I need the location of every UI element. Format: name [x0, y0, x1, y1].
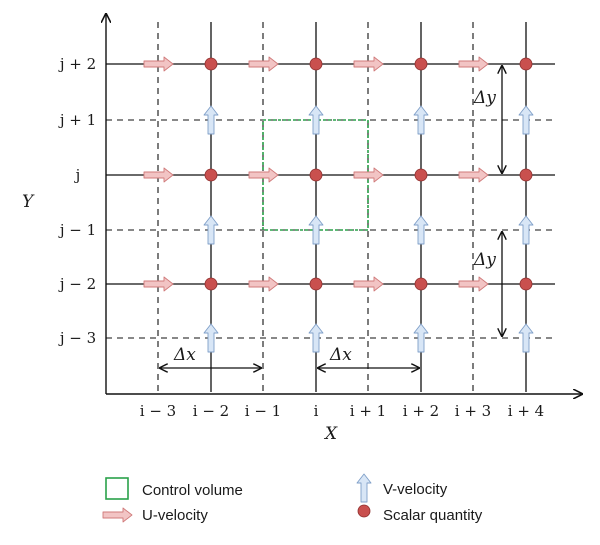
u-velocity-arrow-2-3: [458, 276, 489, 292]
u-velocity-arrow-0-1: [248, 56, 279, 72]
legend-scalar-icon: [357, 504, 371, 518]
y-axis-label: Y: [22, 192, 35, 212]
scalar-point-1-2: [414, 168, 428, 182]
dashed-horizontal-lines: [106, 119, 555, 339]
legend-v-arrow: [356, 473, 372, 503]
v-velocity-arrow-0-0: [203, 105, 219, 135]
dy-upper-label: Δy: [473, 88, 496, 108]
v-velocity-arrow-2-0: [203, 323, 219, 353]
dx-left-label: Δx: [173, 345, 196, 365]
scalar-point-2-0: [204, 277, 218, 291]
y-tick-label: j: [74, 166, 81, 184]
u-velocity-arrow-1-2: [353, 167, 384, 183]
y-tick-label: j − 2: [58, 275, 96, 293]
legend: Control volume U-velocity V-velocity Sca…: [102, 473, 483, 524]
v-velocity-arrow-1-2: [413, 215, 429, 245]
v-velocity-arrow-0-3: [518, 105, 534, 135]
u-velocity-arrow-1-1: [248, 167, 279, 183]
v-velocity-arrow-2-1: [308, 323, 324, 353]
x-tick-labels: i − 3 i − 2 i − 1 i i + 1 i + 2 i + 3 i + 4: [140, 402, 544, 420]
y-tick-label: j − 3: [58, 329, 96, 347]
x-axis-label: X: [323, 424, 338, 444]
x-tick-label: i + 4: [508, 402, 544, 420]
scalar-point-0-0: [204, 57, 218, 71]
u-velocity-arrow-1-0: [143, 167, 174, 183]
scalar-point-1-3: [519, 168, 533, 182]
v-velocity-arrow-1-3: [518, 215, 534, 245]
scalar-point-2-2: [414, 277, 428, 291]
x-tick-label: i + 1: [350, 402, 386, 420]
scalar-point-1-0: [204, 168, 218, 182]
v-velocity-arrows: [203, 105, 534, 353]
u-velocity-arrow-2-0: [143, 276, 174, 292]
x-tick-label: i: [314, 402, 319, 420]
scalar-points: [204, 57, 533, 291]
scalar-point-2-3: [519, 277, 533, 291]
dy-lower-label: Δy: [473, 250, 496, 270]
u-velocity-arrow-0-2: [353, 56, 384, 72]
legend-v-velocity-label: V-velocity: [383, 481, 448, 498]
legend-u-velocity-icon: [102, 507, 133, 523]
v-velocity-arrow-2-3: [518, 323, 534, 353]
scalar-point-0-2: [414, 57, 428, 71]
u-velocity-arrow-0-0: [143, 56, 174, 72]
x-tick-label: i − 2: [193, 402, 229, 420]
y-tick-label: j + 1: [58, 111, 96, 129]
x-tick-label: i + 2: [403, 402, 439, 420]
x-tick-label: i − 1: [245, 402, 281, 420]
x-tick-label: i + 3: [455, 402, 491, 420]
scalar-point-1-1: [309, 168, 323, 182]
y-tick-label: j + 2: [58, 55, 96, 73]
y-tick-label: j − 1: [58, 221, 96, 239]
dashed-vertical-lines: [157, 22, 474, 392]
u-velocity-arrow-1-3: [458, 167, 489, 183]
u-velocity-arrow-0-3: [458, 56, 489, 72]
legend-scalar-label: Scalar quantity: [383, 507, 483, 524]
legend-control-volume-label: Control volume: [142, 482, 243, 499]
v-velocity-arrow-0-1: [308, 105, 324, 135]
u-velocity-arrow-2-2: [353, 276, 384, 292]
u-velocity-arrow-2-1: [248, 276, 279, 292]
legend-control-volume-swatch: [105, 477, 129, 500]
v-velocity-arrow-1-0: [203, 215, 219, 245]
legend-u-arrow: [102, 507, 133, 523]
dx-right-label: Δx: [329, 345, 352, 365]
scalar-point-0-1: [309, 57, 323, 71]
spacing-dimensions: [160, 66, 502, 368]
v-velocity-arrow-1-1: [308, 215, 324, 245]
legend-u-velocity-label: U-velocity: [142, 507, 208, 524]
axes: [106, 14, 582, 394]
x-tick-label: i − 3: [140, 402, 176, 420]
scalar-point-0-3: [519, 57, 533, 71]
v-velocity-arrow-2-2: [413, 323, 429, 353]
legend-v-velocity-icon: [356, 473, 372, 503]
u-velocity-arrows: [143, 56, 489, 292]
y-tick-labels: j + 2 j + 1 j j − 1 j − 2 j − 3: [58, 55, 96, 347]
scalar-point-2-1: [309, 277, 323, 291]
v-velocity-arrow-0-2: [413, 105, 429, 135]
